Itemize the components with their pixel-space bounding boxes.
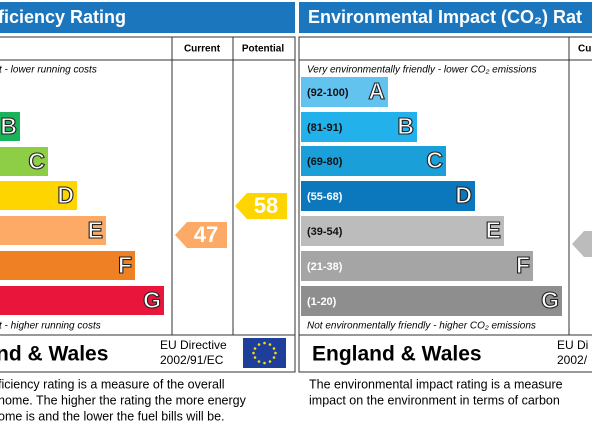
description: ficiency rating is a measure of the over… (0, 377, 225, 391)
bottom-note: Not environmentally friendly - higher CO… (307, 321, 536, 332)
bottom-note: t - higher running costs (0, 321, 101, 332)
title: ficiency Rating (0, 7, 126, 27)
eu-stars (252, 341, 277, 365)
rating-band (301, 181, 475, 211)
description: home. The higher the rating the more ene… (0, 393, 247, 407)
top-note: t - lower running costs (0, 65, 97, 76)
top-note: Very environmentally friendly - lower CO… (307, 65, 537, 76)
directive: EU Di (557, 338, 588, 352)
current-arrow (175, 222, 227, 248)
band-range: (81-91) (307, 122, 343, 134)
band-range: (69-80) (307, 156, 343, 168)
rating-band (301, 216, 504, 246)
band-letter: D (57, 182, 74, 208)
band-range: (55-68) (307, 191, 343, 203)
band-range: (92-100) (307, 87, 349, 99)
rating-band (301, 146, 446, 176)
region: nd & Wales (0, 343, 108, 366)
rating-band (0, 216, 106, 245)
band-letter: G (541, 287, 559, 313)
rating-band (301, 77, 388, 107)
potential-value: 58 (254, 193, 278, 218)
rating-band (301, 112, 417, 142)
band-letter: C (28, 148, 45, 174)
band-letter: F (118, 252, 132, 278)
panel-border (298, 36, 592, 373)
rating-band (301, 251, 533, 281)
band-letter: E (486, 217, 501, 243)
description: impact on the environment in terms of ca… (309, 393, 560, 407)
description: The environmental impact rating is a mea… (309, 377, 563, 391)
band-letter: E (88, 217, 103, 243)
rating-band (0, 147, 48, 176)
rating-band (0, 112, 20, 141)
rating-band (0, 251, 135, 280)
title: Environmental Impact (CO₂) Rat (308, 7, 582, 27)
rating-band (0, 181, 77, 210)
band-range: (1-20) (307, 296, 337, 308)
band-letter: A (368, 78, 385, 104)
directive: EU Directive (160, 338, 227, 352)
rating-band (301, 286, 562, 316)
column-header: Cu (578, 44, 591, 55)
band-letter: B (0, 113, 17, 139)
band-letter: C (426, 147, 443, 173)
title-bar (299, 2, 592, 33)
rating-band (0, 286, 164, 315)
title-bar (0, 2, 295, 33)
band-letter: B (397, 113, 414, 139)
band-letter: G (143, 287, 161, 313)
band-range: (21-38) (307, 261, 343, 273)
column-header: Current (184, 44, 221, 55)
band-letter: D (455, 182, 472, 208)
description: ome is and the lower the fuel bills will… (0, 409, 225, 423)
band-range: (39-54) (307, 226, 343, 238)
directive: 2002/91/EC (160, 353, 224, 367)
band-letter: F (516, 252, 530, 278)
current-value: 47 (194, 222, 218, 247)
panel-border (0, 36, 296, 373)
directive: 2002/ (557, 353, 588, 367)
column-header: Potential (242, 44, 284, 55)
region: England & Wales (312, 343, 482, 366)
current-arrow (572, 231, 592, 257)
band-group: (92-100) A (81-91) B (69-80) C (55-68) D (39-54)… (301, 77, 562, 316)
potential-arrow (235, 193, 287, 219)
